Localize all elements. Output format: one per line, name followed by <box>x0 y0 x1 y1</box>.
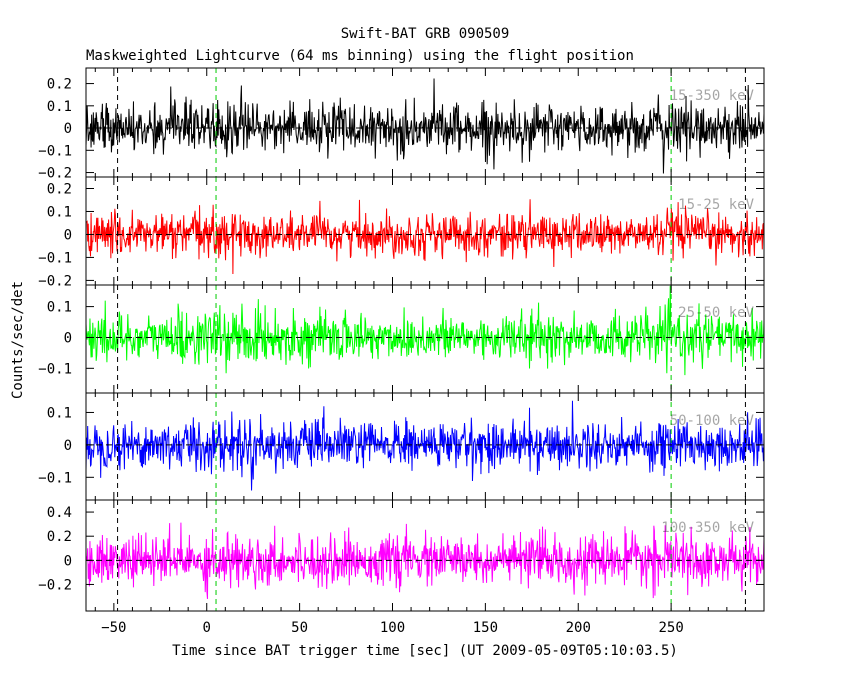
x-tick-label: 250 <box>658 620 683 636</box>
panel-100-350-kev: −0.2 0 0.2 0.4 100-350 keV <box>38 499 765 612</box>
band-label: 50-100 keV <box>670 413 755 429</box>
chart-subtitle: Maskweighted Lightcurve (64 ms binning) … <box>86 48 634 64</box>
x-tick-label: 0 <box>203 620 211 636</box>
series-line-25-50-kev <box>86 285 764 376</box>
series-line-50-100-kev <box>86 400 764 491</box>
band-label: 15-350 keV <box>670 88 755 104</box>
panel-frame <box>85 499 765 612</box>
panel-15-350-kev: −0.2 −0.1 0 0.1 0.2 15-350 keV <box>38 67 765 182</box>
y-tick-label: 0.1 <box>47 405 72 421</box>
chart-title: Swift-BAT GRB 090509 <box>341 26 510 42</box>
y-tick-label: −0.1 <box>38 143 72 159</box>
y-tick-label: −0.2 <box>38 273 72 289</box>
series-line-15-350-kev <box>86 78 764 174</box>
band-label: 15-25 keV <box>678 197 754 213</box>
y-tick-label: −0.2 <box>38 166 72 182</box>
band-label: 100-350 keV <box>661 520 754 536</box>
y-tick-label: −0.1 <box>38 361 72 377</box>
y-tick-label: 0.2 <box>47 181 72 197</box>
y-tick-label: 0 <box>64 227 72 243</box>
panel-50-100-kev: −0.1 0 0.1 50-100 keV <box>38 392 765 501</box>
y-tick-label: 0 <box>64 330 72 346</box>
y-tick-label: −0.1 <box>38 470 72 486</box>
series-line-15-25-kev <box>86 199 764 275</box>
y-tick-label: −0.2 <box>38 577 72 593</box>
y-tick-label: −0.1 <box>38 250 72 266</box>
x-tick-label: 50 <box>291 620 308 636</box>
x-tick-label: 150 <box>473 620 498 636</box>
y-tick-label: 0.2 <box>47 529 72 545</box>
y-tick-label: 0.1 <box>47 99 72 115</box>
panel-25-50-kev: −0.1 0 0.1 25-50 keV <box>38 284 765 394</box>
x-axis-label: Time since BAT trigger time [sec] (UT 20… <box>172 643 678 659</box>
panel-15-25-kev: −0.2 −0.1 0 0.1 0.2 15-25 keV <box>38 176 765 289</box>
y-tick-label: 0 <box>64 438 72 454</box>
y-tick-label: 0.1 <box>47 204 72 220</box>
y-tick-label: 0 <box>64 121 72 137</box>
x-tick-label: 200 <box>566 620 591 636</box>
band-label: 25-50 keV <box>678 305 754 321</box>
series-line-100-350-kev <box>86 522 764 599</box>
y-axis-label: Counts/sec/det <box>10 281 26 399</box>
y-tick-label: 0.2 <box>47 77 72 93</box>
x-tick-label: −50 <box>101 620 126 636</box>
x-tick-label: 100 <box>380 620 405 636</box>
y-tick-label: 0 <box>64 553 72 569</box>
y-tick-label: 0.1 <box>47 300 72 316</box>
y-tick-label: 0.4 <box>47 505 72 521</box>
panels-group: −0.2 −0.1 0 0.1 0.2 15-350 keV −0.2 −0.1 0 0.1 0.2… <box>38 67 765 636</box>
